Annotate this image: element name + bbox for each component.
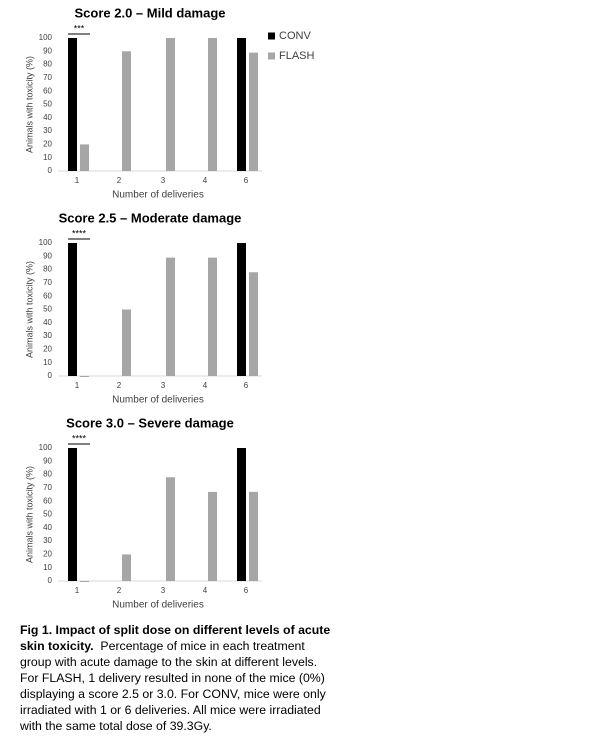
bar bbox=[208, 257, 217, 376]
x-tick-label: 2 bbox=[117, 176, 122, 185]
chart-title: Score 2.5 – Moderate damage bbox=[59, 210, 242, 225]
legend-label: FLASH bbox=[279, 50, 315, 62]
y-tick-label: 80 bbox=[43, 60, 52, 69]
x-axis-title: Number of deliveries bbox=[112, 395, 204, 406]
x-tick-label: 2 bbox=[117, 586, 122, 595]
bar bbox=[122, 554, 131, 581]
x-tick-label: 2 bbox=[117, 381, 122, 390]
x-axis-title: Number of deliveries bbox=[112, 600, 204, 611]
bar bbox=[249, 52, 258, 171]
y-tick-label: 0 bbox=[48, 576, 53, 585]
bar bbox=[68, 38, 77, 171]
y-tick-label: 30 bbox=[43, 536, 52, 545]
y-tick-label: 50 bbox=[43, 305, 52, 314]
y-tick-label: 90 bbox=[43, 46, 52, 55]
bar bbox=[237, 38, 246, 171]
x-axis-title: Number of deliveries bbox=[112, 190, 204, 201]
x-tick-label: 3 bbox=[161, 586, 166, 595]
y-tick-label: 20 bbox=[43, 140, 52, 149]
bar bbox=[122, 309, 131, 376]
x-tick-label: 4 bbox=[203, 381, 208, 390]
chart-title: Score 3.0 – Severe damage bbox=[66, 415, 234, 430]
x-tick-label: 3 bbox=[161, 381, 166, 390]
bar bbox=[208, 38, 217, 171]
caption-text: Percentage of mice in each treatment gro… bbox=[20, 639, 326, 733]
x-tick-label: 4 bbox=[203, 176, 208, 185]
y-tick-label: 20 bbox=[43, 345, 52, 354]
x-tick-label: 3 bbox=[161, 176, 166, 185]
caption-title: Fig 1. Impact of split dose on different… bbox=[20, 623, 331, 653]
y-tick-label: 30 bbox=[43, 331, 52, 340]
y-tick-label: 50 bbox=[43, 510, 52, 519]
charts: Score 2.0 – Mild damage01020304050607080… bbox=[24, 5, 315, 611]
bar bbox=[80, 144, 89, 171]
bar bbox=[68, 243, 77, 376]
y-tick-label: 30 bbox=[43, 126, 52, 135]
bar bbox=[80, 581, 89, 582]
x-tick-label: 4 bbox=[203, 586, 208, 595]
y-tick-label: 10 bbox=[43, 358, 52, 367]
bar bbox=[166, 38, 175, 171]
bar bbox=[237, 243, 246, 376]
bar bbox=[166, 257, 175, 376]
y-tick-label: 60 bbox=[43, 291, 52, 300]
y-tick-label: 80 bbox=[43, 265, 52, 274]
y-tick-label: 10 bbox=[43, 153, 52, 162]
y-tick-label: 50 bbox=[43, 100, 52, 109]
y-tick-label: 100 bbox=[39, 443, 53, 452]
legend-swatch bbox=[268, 32, 275, 40]
significance-label: **** bbox=[72, 228, 87, 238]
x-tick-label: 1 bbox=[75, 381, 80, 390]
y-tick-label: 60 bbox=[43, 86, 52, 95]
y-tick-label: 90 bbox=[43, 456, 52, 465]
legend-label: CONV bbox=[279, 30, 311, 42]
caption: Fig 1. Impact of split dose on different… bbox=[20, 622, 338, 734]
y-tick-label: 40 bbox=[43, 523, 52, 532]
y-tick-label: 100 bbox=[39, 33, 53, 42]
significance-label: *** bbox=[74, 23, 85, 33]
y-tick-label: 70 bbox=[43, 483, 52, 492]
y-axis-title: Animals with toxicity (%) bbox=[24, 56, 34, 153]
y-tick-label: 0 bbox=[48, 371, 53, 380]
bar bbox=[249, 491, 258, 581]
bar bbox=[208, 491, 217, 581]
bar bbox=[249, 272, 258, 376]
y-tick-label: 70 bbox=[43, 278, 52, 287]
y-tick-label: 100 bbox=[39, 238, 53, 247]
y-tick-label: 0 bbox=[48, 166, 53, 175]
y-tick-label: 60 bbox=[43, 496, 52, 505]
x-tick-label: 6 bbox=[244, 586, 249, 595]
y-axis-title: Animals with toxicity (%) bbox=[24, 261, 34, 358]
significance-label: **** bbox=[72, 433, 87, 443]
x-tick-label: 6 bbox=[244, 176, 249, 185]
x-tick-label: 1 bbox=[75, 176, 80, 185]
y-tick-label: 80 bbox=[43, 470, 52, 479]
x-tick-label: 1 bbox=[75, 586, 80, 595]
bar bbox=[80, 376, 89, 377]
legend-swatch bbox=[268, 52, 275, 60]
y-tick-label: 20 bbox=[43, 550, 52, 559]
y-axis-title: Animals with toxicity (%) bbox=[24, 466, 34, 563]
chart-title: Score 2.0 – Mild damage bbox=[74, 5, 225, 20]
y-tick-label: 70 bbox=[43, 73, 52, 82]
y-tick-label: 40 bbox=[43, 318, 52, 327]
y-tick-label: 10 bbox=[43, 563, 52, 572]
bar bbox=[122, 51, 131, 171]
bar bbox=[68, 448, 77, 581]
y-tick-label: 40 bbox=[43, 113, 52, 122]
y-tick-label: 90 bbox=[43, 251, 52, 260]
bar bbox=[237, 448, 246, 581]
bar bbox=[166, 477, 175, 581]
x-tick-label: 6 bbox=[244, 381, 249, 390]
